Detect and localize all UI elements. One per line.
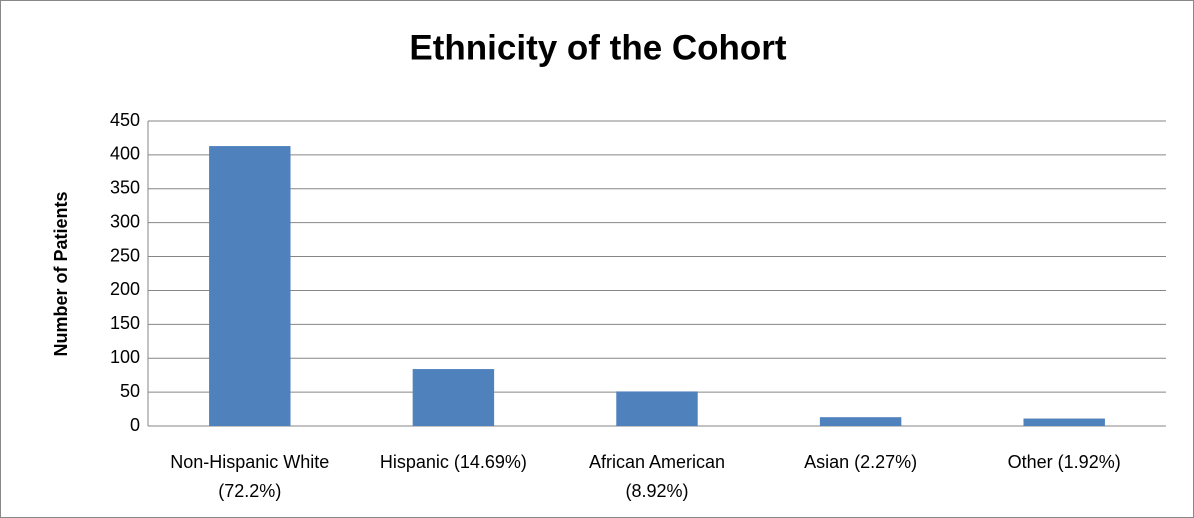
y-axis-label: Number of Patients (51, 191, 71, 356)
y-tick-label: 250 (110, 245, 140, 265)
y-tick-label: 100 (110, 347, 140, 367)
y-tick-label: 50 (120, 381, 140, 401)
y-tick-label: 300 (110, 211, 140, 231)
y-tick-label: 0 (130, 415, 140, 435)
y-tick-label: 350 (110, 178, 140, 198)
x-tick-label: Hispanic (14.69%) (379, 452, 527, 472)
x-tick-label: Asian (2.27%) (804, 452, 918, 472)
bar (1023, 418, 1105, 426)
x-tick-label: Other (1.92%) (1007, 452, 1121, 472)
y-tick-label: 150 (110, 313, 140, 333)
bar (616, 391, 698, 426)
chart-title: Ethnicity of the Cohort (409, 28, 787, 67)
bar (412, 369, 495, 426)
y-tick-label: 450 (110, 110, 140, 130)
x-tick-label: Non-Hispanic White (72.2%) (170, 452, 330, 501)
bar (209, 146, 291, 427)
y-tick-label: 200 (110, 279, 140, 299)
y-tick-label: 400 (110, 144, 140, 164)
bar (819, 417, 902, 426)
x-tick-label: African American (8.92%) (588, 452, 726, 501)
